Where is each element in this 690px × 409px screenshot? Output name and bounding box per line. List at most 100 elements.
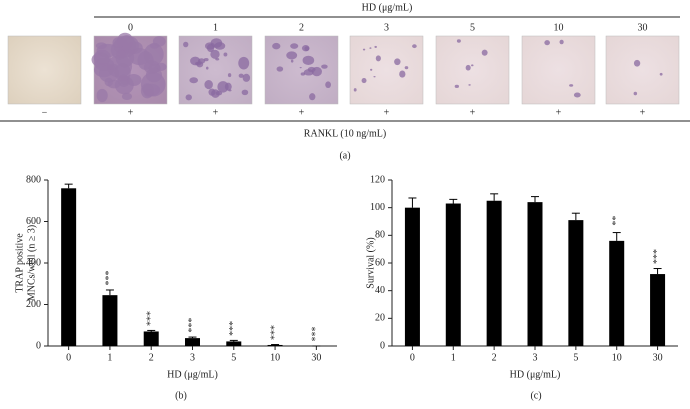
cell [471,64,474,67]
x-tick-label: 30 [311,352,321,363]
cell [228,89,232,92]
cell [659,72,663,76]
treatment-sign: + [384,107,390,118]
x-tick-label: 5 [573,352,578,363]
treatment-sign: + [299,107,305,118]
cell [309,93,316,101]
micrograph [605,35,680,105]
cell [290,43,299,49]
micrograph [521,35,596,105]
significance-label: *** [146,311,157,326]
x-axis-label: HD (μg/mL) [167,369,218,380]
dose-label: 0 [128,22,133,33]
cell [116,50,126,58]
bar [445,203,461,346]
cell [104,77,113,87]
significance-label: *** [311,327,322,342]
cell [210,49,220,59]
significance-label: *** [652,249,663,264]
cell [214,42,226,50]
bar [143,331,159,346]
dose-label: 10 [554,22,564,33]
cell [573,92,581,98]
cell [223,52,228,57]
y-tick-label: 80 [375,230,385,241]
cell [204,79,213,90]
cell [276,66,284,72]
cell [361,77,367,84]
cell [375,55,381,62]
bar [609,240,625,346]
significance-label: *** [269,325,280,340]
x-tick-label: 3 [533,352,538,363]
cell [149,42,160,49]
x-tick-label: 2 [492,352,497,363]
cell [96,88,108,103]
x-axis-label: HD (μg/mL) [510,369,561,380]
bar [185,338,200,346]
panel-label: (c) [530,390,541,401]
panel-a-footer: RANKL (10 ng/mL) [304,128,386,139]
x-tick-label: 0 [66,352,71,363]
y-tick-label: 0 [380,340,385,351]
micrograph [435,35,510,105]
bar [486,200,502,346]
bar [568,220,584,346]
cell [121,92,133,101]
bar [102,295,118,346]
y-axis-label: TRAP positive [14,233,25,293]
cell [183,41,189,48]
cell [142,83,161,96]
cell [204,42,215,50]
panel-label: (b) [175,390,187,401]
micrograph [7,35,82,105]
cell [465,64,471,71]
bar [527,202,543,346]
cell [208,88,216,96]
cell [272,42,281,50]
cell [307,66,316,73]
bar [267,344,283,346]
bar [404,207,420,346]
bar [226,341,242,346]
cell [370,68,373,71]
y-tick-label: 0 [36,340,41,351]
y-tick-label: 120 [370,174,385,185]
x-tick-label: 2 [149,352,154,363]
cell [394,58,401,66]
cell [217,81,229,93]
cell [362,48,366,51]
dose-label: 2 [299,22,304,33]
cell [404,66,409,70]
cell [96,43,119,58]
cell [286,51,298,60]
significance-label: ** [611,216,622,226]
bar [650,274,666,346]
bar [61,188,77,346]
x-tick-label: 1 [451,352,456,363]
significance-label: *** [228,321,239,336]
cell [399,70,406,78]
cell [412,44,417,49]
x-tick-label: 10 [270,352,280,363]
cell [94,57,115,71]
dose-label: 30 [638,22,648,33]
cell [112,37,124,49]
x-tick-label: 10 [612,352,622,363]
x-tick-label: 3 [190,352,195,363]
cell [114,63,131,82]
y-tick-label: 600 [26,216,41,227]
y-tick-label: 200 [26,299,41,310]
cell [468,84,471,86]
cell [242,73,251,82]
treatment-sign: + [213,107,219,118]
cell [569,84,574,87]
y-tick-label: 100 [370,202,385,213]
cell [128,48,150,66]
cell [325,81,332,89]
cell [300,72,306,76]
significance-label: *** [104,270,115,285]
cell [454,84,459,88]
y-tick-label: 400 [26,257,41,268]
treatment-sign: − [42,107,48,118]
